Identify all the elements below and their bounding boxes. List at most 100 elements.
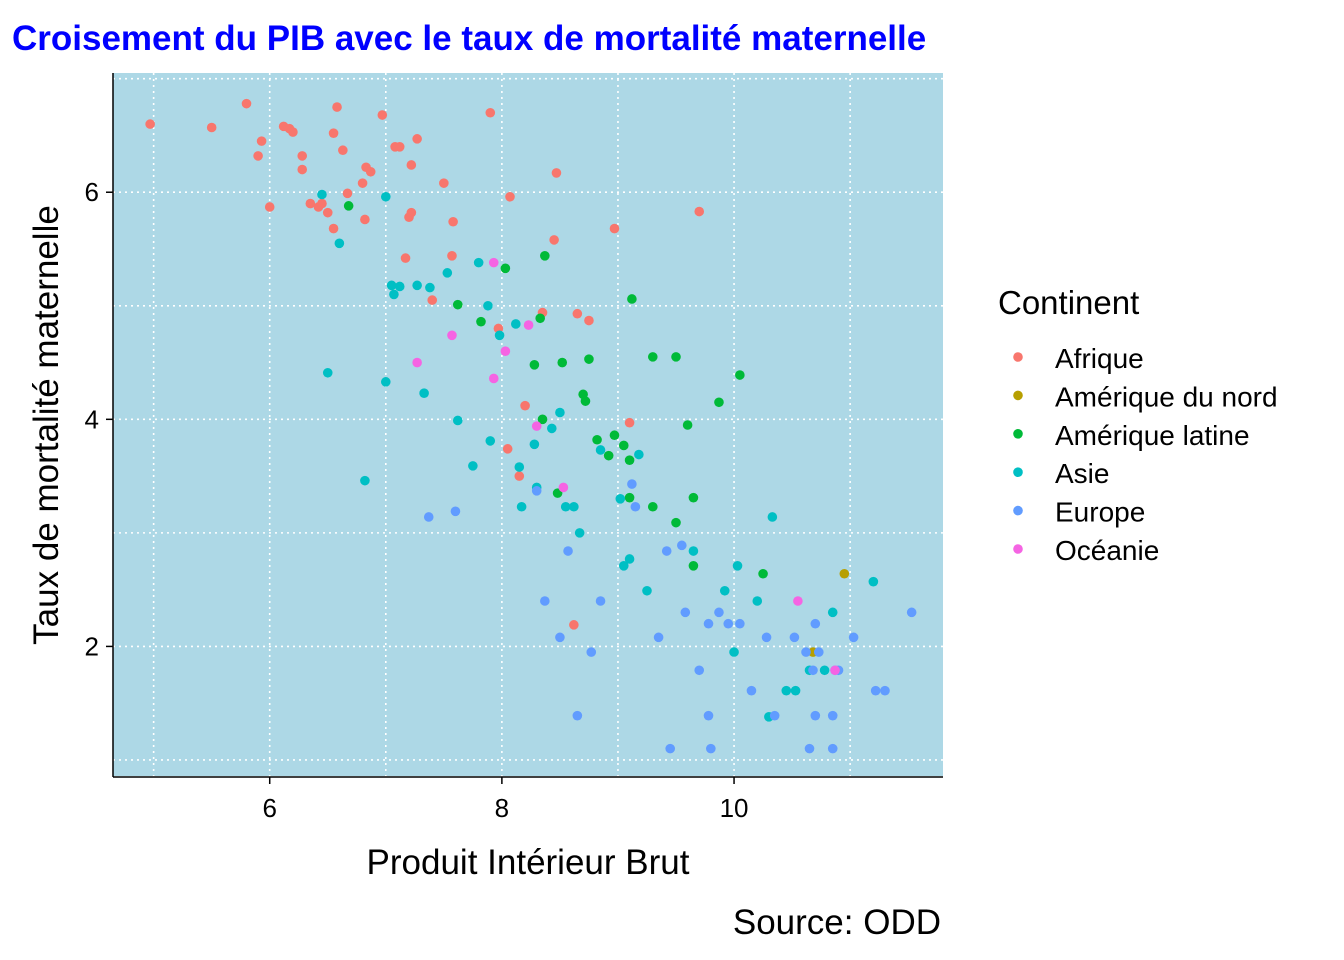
data-point <box>592 434 602 445</box>
legend: Afrique Amérique du nord Amérique latine As… <box>1013 343 1278 566</box>
series-group <box>412 257 840 676</box>
data-point <box>595 596 606 606</box>
y-tick-label: 2 <box>85 631 99 661</box>
data-point <box>703 618 714 629</box>
data-point <box>688 546 699 556</box>
data-point <box>322 207 333 218</box>
data-point <box>412 134 422 144</box>
plot-panel <box>113 73 943 776</box>
data-point <box>338 145 348 156</box>
data-point <box>813 647 824 657</box>
data-point <box>468 461 478 471</box>
x-tick-label: 6 <box>262 793 276 823</box>
data-point <box>535 313 545 324</box>
data-point <box>400 253 411 263</box>
legend-key <box>1013 352 1023 362</box>
data-point <box>793 596 803 606</box>
data-point <box>627 294 637 304</box>
data-point <box>624 417 635 428</box>
data-point <box>332 102 342 112</box>
data-point <box>439 178 449 188</box>
data-point <box>580 396 591 406</box>
data-point <box>706 743 716 754</box>
data-point <box>529 360 540 370</box>
data-point <box>630 501 641 512</box>
data-point <box>569 620 579 630</box>
data-point <box>551 168 562 178</box>
data-point <box>906 607 917 618</box>
data-point <box>380 377 391 387</box>
data-point <box>297 164 308 175</box>
data-point <box>694 665 705 676</box>
data-point <box>342 188 353 199</box>
series-group <box>423 479 917 754</box>
data-point <box>714 397 724 408</box>
data-point <box>563 546 573 556</box>
data-point <box>447 330 457 341</box>
data-point <box>427 295 438 305</box>
data-point <box>264 202 275 212</box>
data-point <box>529 439 540 450</box>
data-point <box>406 207 417 218</box>
data-point <box>488 257 499 268</box>
data-point <box>317 198 327 209</box>
grid-lines <box>113 73 943 777</box>
data-point <box>624 455 635 466</box>
x-axis-title: Produit Intérieur Brut <box>367 843 690 882</box>
legend-label: Europe <box>1055 497 1145 528</box>
data-point <box>377 110 388 120</box>
data-point <box>574 528 585 538</box>
data-point <box>572 308 583 319</box>
data-point <box>328 128 339 138</box>
data-point <box>634 449 644 460</box>
data-point <box>694 206 705 217</box>
data-point <box>732 561 743 571</box>
data-point <box>848 632 859 643</box>
data-point <box>523 320 534 330</box>
legend-label: Océanie <box>1055 535 1159 566</box>
data-point <box>723 618 734 629</box>
y-tick-label: 6 <box>85 177 99 207</box>
data-point <box>531 486 542 496</box>
data-point <box>476 316 486 327</box>
data-point <box>819 665 830 676</box>
data-point <box>360 475 370 486</box>
data-point <box>488 373 499 384</box>
y-tick-label: 4 <box>85 404 99 434</box>
data-point <box>555 407 565 418</box>
data-point <box>540 596 550 606</box>
series-group <box>317 189 879 722</box>
data-point <box>448 216 458 227</box>
data-point <box>719 585 730 596</box>
data-point <box>609 223 620 234</box>
data-point <box>419 388 429 399</box>
data-point <box>206 122 217 133</box>
data-point <box>682 420 693 430</box>
data-point <box>584 354 594 364</box>
data-point <box>827 710 838 721</box>
data-point <box>767 512 778 522</box>
data-point <box>514 471 525 481</box>
data-point <box>665 743 676 754</box>
data-point <box>145 119 155 129</box>
data-point <box>485 436 496 446</box>
data-point <box>868 576 879 587</box>
data-point <box>627 479 637 489</box>
data-point <box>412 357 422 368</box>
x-tick-label: 10 <box>720 793 749 823</box>
data-point <box>537 414 548 425</box>
legend-label: Amérique du nord <box>1055 381 1278 412</box>
data-point <box>827 607 838 618</box>
data-point <box>688 492 699 503</box>
chart-title: Croisement du PIB avec le taux de mortal… <box>12 19 926 58</box>
legend-key <box>1013 467 1023 478</box>
data-point <box>642 585 652 596</box>
data-point <box>447 251 457 261</box>
data-point <box>520 400 530 411</box>
data-point <box>661 546 672 556</box>
data-point <box>714 607 724 618</box>
data-point <box>758 568 768 579</box>
data-point <box>360 214 370 225</box>
data-point <box>603 450 614 461</box>
